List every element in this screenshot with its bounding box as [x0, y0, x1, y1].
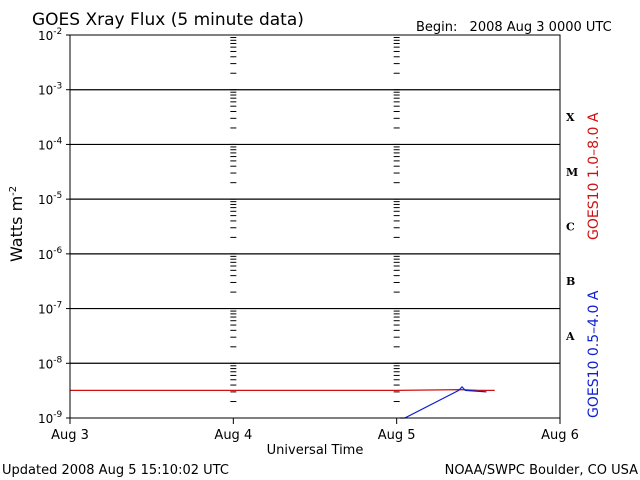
y-axis-label-text: Watts m [7, 196, 26, 262]
y-tick-label: 10-2 [38, 27, 62, 43]
series-short-channel [399, 386, 487, 419]
updated-timestamp: Updated 2008 Aug 5 15:10:02 UTC [2, 463, 229, 478]
flare-class-b: B [566, 275, 575, 288]
y-tick-exponent: -8 [53, 355, 62, 365]
x-tick-label: Aug 3 [51, 428, 89, 443]
legend-long-channel: GOES10 1.0–8.0 A [586, 112, 602, 240]
series-long-channel [70, 388, 495, 391]
flare-class-labels: A B C M X [565, 111, 578, 343]
x-tick-label: Aug 6 [541, 428, 579, 443]
y-tick-exponent: -6 [53, 246, 62, 256]
y-tick-base: 10 [38, 29, 53, 43]
y-tick-base: 10 [38, 357, 53, 371]
y-tick-exponent: -7 [53, 301, 62, 311]
y-tick-labels: 10-910-810-710-610-510-410-310-2 [38, 27, 70, 426]
y-tick-exponent: -2 [53, 27, 62, 37]
credit-text: NOAA/SWPC Boulder, CO USA [445, 463, 638, 478]
y-tick-base: 10 [38, 193, 53, 207]
y-tick-label: 10-9 [38, 410, 63, 426]
y-tick-base: 10 [38, 412, 53, 426]
flare-class-x: X [566, 111, 575, 124]
x-tick-label: Aug 4 [214, 428, 252, 443]
y-axis-label-exponent: -2 [8, 186, 19, 196]
flare-class-a: A [565, 330, 575, 343]
y-tick-base: 10 [38, 138, 53, 152]
y-tick-label: 10-7 [38, 301, 62, 317]
flare-class-c: C [566, 221, 575, 234]
begin-time: Begin: 2008 Aug 3 0000 UTC [416, 20, 612, 35]
minor-tick-columns [230, 37, 400, 419]
x-tick-labels: Aug 3 Aug 4 Aug 5 Aug 6 [51, 418, 579, 443]
y-tick-label: 10-6 [38, 246, 63, 262]
y-axis-label: Watts m-2 [7, 186, 26, 262]
y-tick-exponent: -9 [53, 410, 62, 420]
x-tick-label: Aug 5 [378, 428, 416, 443]
y-tick-label: 10-5 [38, 191, 62, 207]
plot-frame [69, 34, 561, 419]
y-tick-label: 10-8 [38, 355, 63, 371]
legend-short-channel: GOES10 0.5–4.0 A [586, 290, 602, 418]
y-tick-label: 10-3 [38, 82, 62, 98]
chart-title: GOES Xray Flux (5 minute data) [32, 10, 304, 30]
y-tick-base: 10 [38, 248, 53, 262]
y-tick-exponent: -5 [53, 191, 62, 201]
y-tick-label: 10-4 [38, 136, 63, 152]
x-axis-label: Universal Time [267, 443, 364, 458]
y-tick-base: 10 [38, 84, 53, 98]
y-tick-base: 10 [38, 303, 53, 317]
series-lines [70, 386, 495, 419]
gridlines [70, 89, 560, 364]
begin-label: Begin: [416, 20, 457, 35]
flare-class-m: M [566, 166, 578, 179]
y-tick-exponent: -4 [53, 136, 62, 146]
begin-value: 2008 Aug 3 0000 UTC [470, 20, 612, 35]
y-tick-exponent: -3 [53, 82, 62, 92]
